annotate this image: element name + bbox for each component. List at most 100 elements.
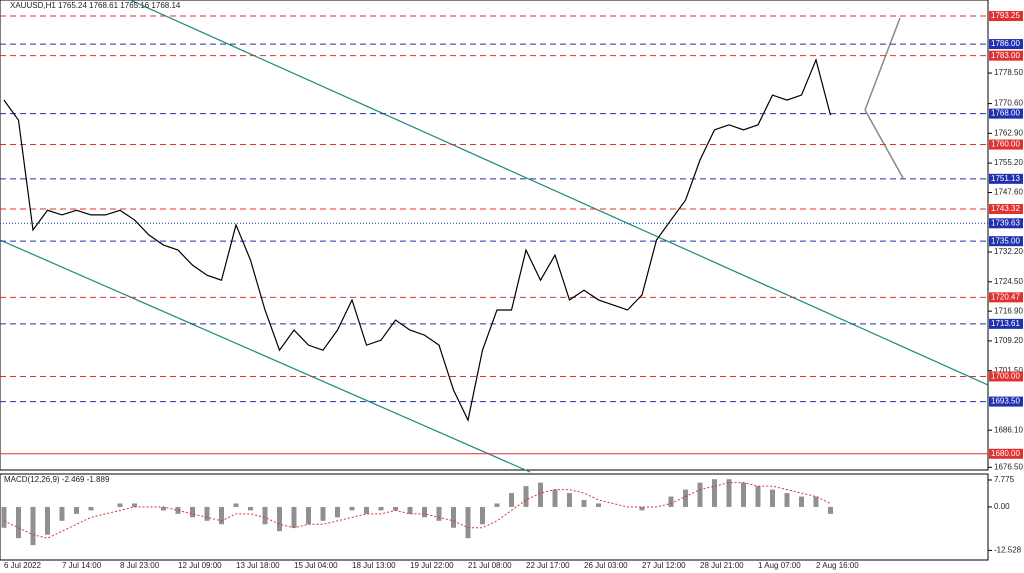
macd-bar [770,489,775,507]
trend-channel-lower [0,239,531,473]
signal-line [3,482,831,539]
macd-bar [88,506,94,511]
level-label: 1751.13 [991,174,1020,183]
macd-bar [233,503,239,507]
macd-bar [45,506,50,535]
level-tag [989,11,1023,22]
macd-bar [668,496,674,507]
x-tick-label: 26 Jul 03:00 [584,561,628,570]
x-tick-label: 6 Jul 2022 [4,561,41,570]
x-tick-label: 12 Jul 09:00 [178,561,222,570]
macd-bar [538,482,543,507]
macd-bar [393,506,398,511]
x-tick-label: 15 Jul 04:00 [294,561,338,570]
y-tick-label: 1701.50 [994,366,1023,375]
level-label: 1700.00 [991,372,1020,381]
level-tag [989,173,1023,184]
macd-bar [320,506,326,521]
level-tag [989,371,1023,382]
macd-bar [799,496,804,507]
level-label: 1786.00 [991,39,1020,48]
price-panel [0,0,989,471]
macd-bar [523,486,529,507]
x-tick-label: 1 Aug 07:00 [758,561,801,570]
macd-bar [277,506,282,532]
macd-bar [349,506,355,511]
level-tag [989,292,1023,303]
macd-panel [0,473,989,561]
level-tag [989,448,1023,459]
forecast-arrow-down [864,109,904,179]
x-tick-label: 2 Aug 16:00 [816,561,859,570]
macd-bar [248,506,253,511]
level-tag [989,218,1023,229]
macd-bar [480,506,485,525]
price-line [3,58,832,422]
forecast-arrow-up [864,17,901,111]
y-tick-label: 1686.10 [994,425,1023,434]
macd-bar [567,493,572,507]
level-label: 1735.00 [991,236,1020,245]
macd-bar [364,506,369,514]
macd-bar [262,506,268,525]
level-tag [989,50,1023,61]
macd-bar [1,506,7,528]
macd-bar [813,496,819,507]
level-tag [989,204,1023,215]
macd-bar [175,506,181,514]
macd-bar [117,503,123,507]
macd-bar [30,506,36,546]
level-tag [989,39,1023,50]
macd-bar [59,506,65,521]
macd-bar [306,506,311,525]
macd-bar [204,506,210,521]
level-tag [989,108,1023,119]
y-tick-label: 1747.60 [994,188,1023,197]
macd-bar [784,493,790,507]
macd-bar [465,506,471,539]
macd-bar [596,503,601,507]
level-label: 1680.00 [991,449,1020,458]
macd-bar [132,503,137,507]
level-label: 1768.00 [991,109,1020,118]
x-tick-label: 7 Jul 14:00 [62,561,102,570]
y-tick-label: 1762.90 [994,128,1023,137]
level-label: 1713.61 [991,319,1020,328]
macd-bar [291,506,297,528]
macd-bar [828,506,833,514]
macd-bar [683,489,688,507]
level-label: 1739.63 [991,218,1020,227]
level-label: 1720.47 [991,292,1020,301]
y-tick-label: 1709.20 [994,336,1023,345]
macd-bar [741,482,746,507]
x-tick-label: 28 Jul 21:00 [700,561,744,570]
y-tick-label: 1755.20 [994,158,1023,167]
macd-bar [755,486,761,507]
y-tick-label: 7.775 [994,475,1015,484]
y-tick-label: 1724.50 [994,277,1023,286]
level-label: 1760.00 [991,140,1020,149]
y-tick-label: 1676.50 [994,462,1023,471]
x-tick-label: 27 Jul 12:00 [642,561,686,570]
x-tick-label: 13 Jul 18:00 [236,561,280,570]
macd-bar [422,506,427,518]
y-tick-label: 1716.90 [994,306,1023,315]
x-tick-label: 21 Jul 08:00 [468,561,512,570]
x-tick-label: 18 Jul 13:00 [352,561,396,570]
level-tag [989,318,1023,329]
y-tick-label: 1732.20 [994,247,1023,256]
level-tag [989,396,1023,407]
macd-bar [697,482,703,507]
macd-bar [581,500,587,507]
macd-bar [190,506,195,518]
y-tick-label: 0.00 [994,502,1010,511]
macd-bar [74,506,79,514]
level-tag [989,236,1023,247]
chart-title: XAUUSD,H1 1765.24 1768.61 1765.16 1768.1… [10,1,181,10]
macd-bar [219,506,224,525]
x-tick-label: 8 Jul 23:00 [120,561,160,570]
macd-bar [335,506,340,518]
macd-title: MACD(12,26,9) -2.469 -1.889 [4,475,110,484]
trend-channel-upper [129,0,989,386]
